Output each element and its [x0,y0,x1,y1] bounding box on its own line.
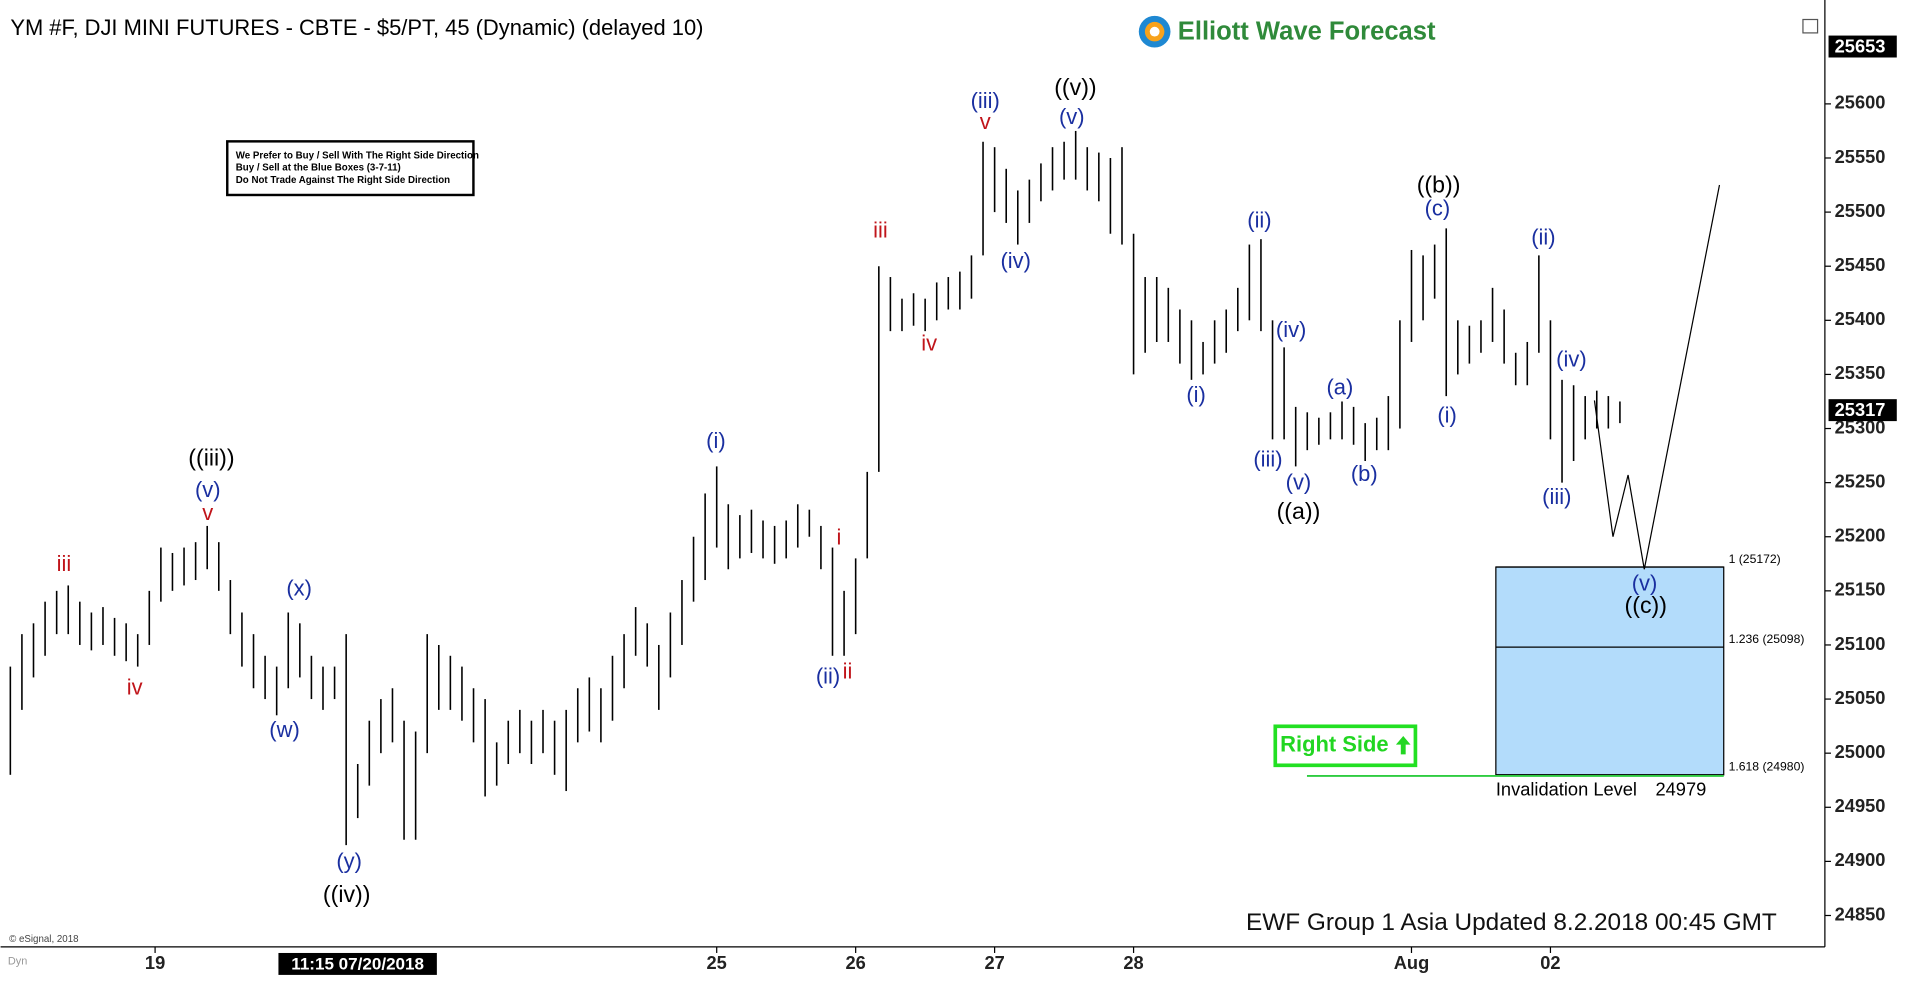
wave-label: (iv) [1276,317,1306,342]
wave-label: (w) [269,717,299,742]
wave-label: (iv) [1000,248,1030,273]
corner-label: Dyn [8,955,27,967]
wave-label: ((v)) [1054,74,1096,100]
wave-label: i [837,524,842,549]
target-box [1495,566,1725,776]
fib-label: 1.236 (25098) [1729,632,1805,646]
price-marker-box [1828,399,1897,422]
y-tick-label: 25600 [1835,92,1886,113]
x-tick-label: 25 [707,952,727,973]
right-side-badge: Right Side [1273,724,1418,768]
logo: Elliott Wave Forecast [1138,15,1436,48]
wave-label: ((b)) [1417,172,1461,198]
y-tick-label: 25400 [1835,308,1886,329]
wave-label: (ii) [1531,225,1555,250]
wave-label: (v) [195,477,221,502]
logo-text: Elliott Wave Forecast [1178,18,1436,46]
y-tick-label: 25550 [1835,146,1886,167]
copyright: © eSignal, 2018 [9,934,78,945]
wave-label: (iii) [1542,484,1571,509]
logo-icon [1149,26,1160,37]
wave-label: (v) [1632,571,1658,596]
wave-label: v [202,500,213,525]
note-line: We Prefer to Buy / Sell With The Right S… [236,151,479,162]
wave-label: ((iii)) [188,445,234,471]
price-marker-label: 25317 [1835,399,1886,420]
y-tick-label: 25150 [1835,579,1886,600]
x-tick-label: 28 [1123,952,1143,973]
invalidation-value: 24979 [1655,778,1706,799]
wave-label: (a) [1326,375,1353,400]
x-tick-label: 26 [845,952,865,973]
y-tick-label: 25250 [1835,470,1886,491]
cursor-box [278,952,437,975]
badge-border [1273,724,1418,768]
note-line: Buy / Sell at the Blue Boxes (3-7-11) [236,163,401,174]
y-tick-label: 25350 [1835,362,1886,383]
wave-label: (i) [706,428,725,453]
wave-label: iv [127,674,143,699]
badge-text: Right Side [1280,732,1388,757]
x-tick-label: Aug [1394,952,1430,973]
wave-label: (ii) [1247,208,1271,233]
y-tick-label: 25100 [1835,633,1886,654]
x-tick-label: 19 [145,952,165,973]
wave-label: (v) [1286,470,1312,495]
invalidation-label: Invalidation Level [1496,778,1637,799]
y-tick-label: 24850 [1835,903,1886,924]
wave-label: (y) [336,849,362,874]
wave-label: iii [873,217,888,242]
wave-label: (iv) [1556,347,1586,372]
window-button[interactable] [1802,18,1819,34]
wave-label: iii [57,551,72,576]
price-marker-label: 25653 [1835,36,1886,57]
wave-label: v [980,109,991,134]
wave-label: ((iv)) [323,881,371,907]
footer: EWF Group 1 Asia Updated 8.2.2018 00:45 … [1246,909,1777,936]
wave-label: (x) [286,576,312,601]
wave-label: (c) [1425,195,1451,220]
y-tick-label: 24900 [1835,849,1886,870]
y-tick-label: 25450 [1835,254,1886,275]
note-line: Do Not Trade Against The Right Side Dire… [236,175,450,186]
x-tick-label: 02 [1540,952,1560,973]
wave-label: (b) [1351,461,1378,486]
wave-label: iv [921,331,937,356]
fib-label: 1 (25172) [1729,552,1781,566]
y-tick-label: 25500 [1835,200,1886,221]
wave-label: (ii) [816,663,840,688]
wave-label: (v) [1059,104,1085,129]
cursor-label: 11:15 07/20/2018 [291,955,424,974]
wave-label: (iii) [971,88,1000,113]
wave-label: (iii) [1253,446,1282,471]
y-tick-label: 25000 [1835,741,1886,762]
fib-label: 1.618 (24980) [1729,760,1805,774]
projection-path [1593,184,1721,570]
y-tick-label: 25200 [1835,525,1886,546]
x-tick-label: 27 [984,952,1004,973]
wave-label: (i) [1437,403,1456,428]
wave-label: (i) [1186,382,1205,407]
wave-label: ((c)) [1625,592,1667,618]
note-box [226,140,475,197]
chart-title: YM #F, DJI MINI FUTURES - CBTE - $5/PT, … [10,15,703,40]
wave-label: ((a)) [1277,498,1321,524]
badge-arrow [1395,736,1411,755]
y-tick-label: 25300 [1835,416,1886,437]
wave-label: ii [843,658,853,683]
y-tick-label: 24950 [1835,795,1886,816]
price-marker-box [1828,35,1897,58]
y-tick-label: 25050 [1835,687,1886,708]
